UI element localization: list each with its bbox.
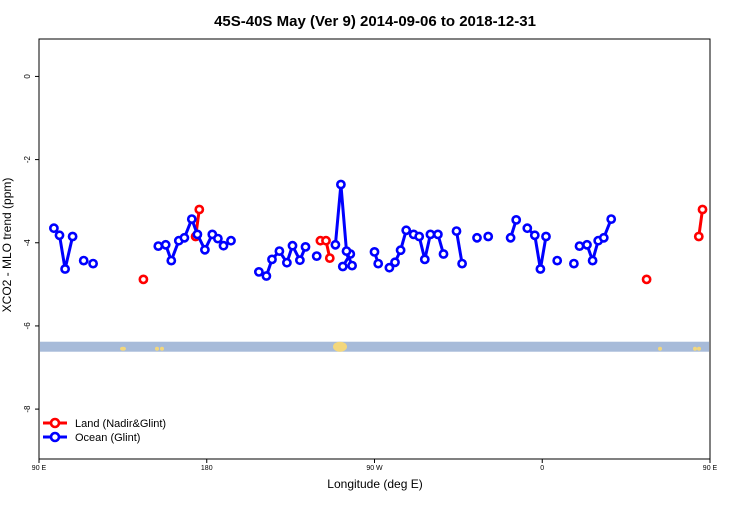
ocean-data-point (414, 231, 425, 242)
ocean-data-point (419, 254, 430, 265)
ocean-data-point (337, 261, 348, 272)
ocean-data-point (369, 246, 380, 257)
ocean-data-point (347, 260, 357, 271)
ocean-data-point (505, 232, 516, 243)
ocean-data-point (88, 258, 98, 269)
ocean-data-point (287, 240, 298, 251)
ocean-data-point (54, 230, 65, 241)
ocean-data-point (267, 254, 277, 265)
legend-label: Ocean (Glint) (75, 432, 140, 444)
ocean-data-point (541, 231, 551, 242)
y-axis-label: XCO2 - MLO trend (ppm) (0, 178, 14, 313)
ocean-data-point (472, 232, 482, 243)
ocean-data-point (425, 229, 436, 240)
legend-label: Land (Nadir&Glint) (75, 418, 166, 430)
ocean-data-point (199, 244, 210, 255)
land-mask-spot (658, 346, 662, 351)
x-tick-label: 90 E (703, 465, 718, 472)
land-data-point (641, 274, 652, 285)
ocean-data-point (438, 249, 449, 259)
ocean-data-point (49, 223, 59, 234)
ocean-data-point (311, 251, 322, 261)
ocean-data-point (511, 214, 522, 225)
ocean-data-point (212, 233, 223, 244)
land-data-point (138, 274, 149, 285)
land-mask-spot (120, 346, 126, 351)
land-mask-band (40, 341, 709, 352)
chart-title: 45S-40S May (Ver 9) 2014-09-06 to 2018-1… (214, 13, 536, 30)
ocean-data-point (60, 264, 70, 274)
y-tick-label: -2 (23, 155, 32, 163)
ocean-data-point (226, 235, 236, 246)
ocean-data-point (432, 229, 443, 240)
land-mask-spot (697, 346, 701, 351)
ocean-data-point (186, 214, 197, 224)
ocean-data-point (160, 239, 171, 250)
ocean-data-point (300, 241, 311, 252)
ocean-data-point (457, 258, 467, 269)
ocean-data-point (67, 231, 78, 242)
land-data-point (697, 204, 708, 215)
ocean-data-point (522, 223, 533, 234)
axes: 90 E 180 90 W 0 90 E 0 -2 -4 -6 -8 (23, 74, 718, 472)
land-data-point (321, 235, 331, 246)
y-tick-label: -8 (23, 405, 32, 413)
ocean-data-point (335, 179, 346, 190)
ocean-data-point (552, 255, 563, 266)
ocean-data-point (78, 255, 89, 266)
x-axis-label: Longitude (deg E) (327, 477, 422, 491)
ocean-data-point (192, 229, 203, 240)
ocean-data-point (598, 232, 609, 243)
land-mask-spot (333, 341, 347, 352)
ocean-data-point (218, 240, 229, 251)
legend-marker (49, 431, 61, 443)
ocean-data-point (569, 258, 579, 269)
legend: Land (Nadir&Glint) Ocean (Glint) (43, 417, 166, 444)
ocean-data-point (341, 246, 352, 256)
y-tick-label: -6 (23, 322, 32, 330)
land-mask-spot (155, 346, 159, 351)
legend-marker (49, 417, 61, 429)
ocean-data-point (373, 258, 384, 269)
ocean-data-point (166, 255, 177, 266)
land-data-point (693, 231, 704, 242)
ocean-data-point (261, 271, 272, 281)
ocean-data-point (395, 245, 406, 256)
ocean-data-point (179, 232, 190, 243)
land-data-point (194, 204, 205, 215)
ocean-data-point (483, 231, 494, 242)
ocean-data-point (401, 225, 412, 236)
x-tick-label: 90 E (32, 465, 47, 472)
land-mask-spot (160, 346, 164, 351)
ocean-series-line (455, 230, 464, 264)
ocean-data-point (451, 226, 462, 236)
ocean-data-point (582, 239, 592, 250)
land-mask-spot (693, 346, 697, 351)
ocean-data-point (153, 241, 164, 251)
y-tick-label: 0 (23, 74, 32, 79)
x-tick-label: 0 (540, 465, 544, 472)
ocean-data-point (574, 241, 585, 251)
ocean-data-point (535, 264, 546, 274)
x-tick-label: 180 (201, 465, 213, 472)
ocean-series-line (526, 227, 548, 271)
ocean-data-point (281, 257, 292, 268)
ocean-data-point (606, 214, 617, 224)
ocean-data-point (390, 257, 400, 268)
y-tick-label: -4 (23, 239, 32, 247)
ocean-data-point (529, 230, 540, 241)
x-tick-label: 90 W (366, 465, 383, 472)
ocean-series-line (333, 183, 354, 267)
ocean-data-point (274, 246, 285, 256)
land-data-point (324, 253, 335, 263)
ocean-data-point (253, 266, 264, 277)
ocean-data-point (384, 262, 395, 273)
ocean-data-point (587, 255, 598, 266)
ocean-data-point (330, 239, 341, 250)
plot-area (40, 179, 709, 352)
ocean-data-point (294, 255, 305, 266)
